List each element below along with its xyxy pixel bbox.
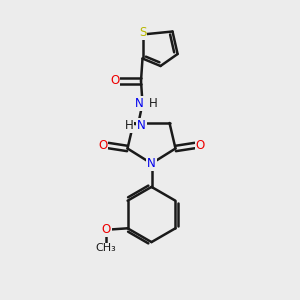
- Text: O: O: [101, 223, 111, 236]
- Text: N: N: [134, 97, 143, 110]
- Text: N: N: [137, 118, 146, 132]
- Text: H: H: [124, 118, 134, 132]
- Text: O: O: [110, 74, 119, 88]
- Text: S: S: [139, 26, 146, 40]
- Text: H: H: [148, 97, 158, 110]
- Text: O: O: [196, 139, 205, 152]
- Text: CH₃: CH₃: [96, 243, 116, 254]
- Text: O: O: [98, 139, 107, 152]
- Text: N: N: [147, 157, 156, 170]
